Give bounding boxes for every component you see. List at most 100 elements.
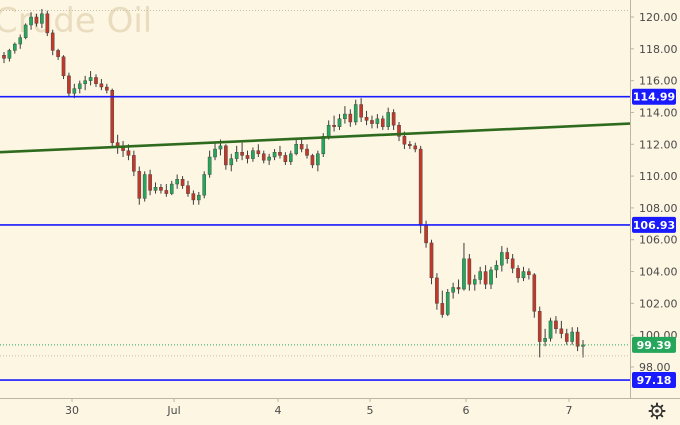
- candle[interactable]: [364, 110, 369, 126]
- candle[interactable]: [45, 10, 50, 37]
- candle[interactable]: [456, 279, 461, 294]
- candle[interactable]: [337, 114, 342, 130]
- candle[interactable]: [169, 180, 174, 196]
- candle[interactable]: [34, 13, 39, 27]
- candle[interactable]: [353, 99, 358, 126]
- candle[interactable]: [489, 266, 493, 290]
- candle[interactable]: [510, 254, 515, 274]
- candle[interactable]: [105, 83, 109, 94]
- candle[interactable]: [429, 239, 434, 285]
- candle[interactable]: [516, 265, 520, 283]
- candle[interactable]: [142, 171, 147, 202]
- candle[interactable]: [472, 274, 477, 291]
- candle[interactable]: [40, 9, 44, 29]
- candle[interactable]: [202, 171, 207, 199]
- candle[interactable]: [61, 55, 66, 80]
- candle[interactable]: [348, 109, 353, 127]
- candle[interactable]: [462, 242, 466, 291]
- candle[interactable]: [224, 144, 228, 170]
- candle[interactable]: [88, 71, 93, 86]
- candle[interactable]: [386, 107, 390, 130]
- candle[interactable]: [261, 150, 266, 164]
- candle[interactable]: [191, 190, 196, 205]
- candle[interactable]: [478, 266, 482, 285]
- candles[interactable]: [2, 9, 585, 358]
- candle[interactable]: [370, 115, 374, 129]
- candle[interactable]: [23, 23, 28, 40]
- candle[interactable]: [343, 106, 347, 124]
- candle[interactable]: [505, 247, 510, 264]
- candle[interactable]: [521, 266, 526, 282]
- candle[interactable]: [305, 144, 309, 159]
- candle[interactable]: [13, 42, 17, 54]
- candle[interactable]: [234, 145, 239, 162]
- candle[interactable]: [570, 327, 574, 345]
- candle[interactable]: [435, 273, 439, 310]
- candle[interactable]: [294, 139, 299, 156]
- candle[interactable]: [559, 320, 564, 339]
- candle[interactable]: [148, 169, 152, 196]
- candle[interactable]: [207, 150, 212, 178]
- candle[interactable]: [137, 166, 142, 205]
- candle[interactable]: [494, 260, 499, 278]
- time-axis[interactable]: 30 Jul 4 5 6 7: [65, 398, 573, 417]
- candle[interactable]: [132, 150, 136, 177]
- candle[interactable]: [500, 246, 504, 272]
- candle[interactable]: [67, 72, 71, 97]
- candle[interactable]: [375, 114, 380, 129]
- candle[interactable]: [283, 152, 288, 165]
- candle[interactable]: [153, 182, 158, 194]
- candle[interactable]: [99, 79, 104, 91]
- candle[interactable]: [467, 254, 472, 291]
- gear-icon[interactable]: [648, 402, 666, 420]
- candle[interactable]: [29, 12, 33, 30]
- trend-line[interactable]: [0, 122, 631, 154]
- candle[interactable]: [527, 268, 531, 280]
- candle[interactable]: [380, 115, 385, 130]
- candle[interactable]: [272, 149, 277, 161]
- candle[interactable]: [251, 147, 255, 162]
- candle[interactable]: [299, 137, 304, 153]
- candle[interactable]: [2, 52, 6, 64]
- candle[interactable]: [18, 34, 23, 49]
- candle[interactable]: [213, 142, 217, 161]
- candle[interactable]: [180, 176, 185, 189]
- candle[interactable]: [83, 75, 87, 91]
- candle[interactable]: [288, 150, 293, 165]
- candle[interactable]: [564, 328, 569, 345]
- candle[interactable]: [229, 153, 234, 172]
- candle[interactable]: [440, 290, 445, 318]
- candle[interactable]: [159, 184, 163, 194]
- candle[interactable]: [310, 153, 315, 169]
- candle[interactable]: [186, 180, 190, 197]
- candle[interactable]: [483, 265, 488, 290]
- candle[interactable]: [110, 88, 115, 148]
- candle[interactable]: [94, 74, 98, 87]
- candle[interactable]: [175, 174, 179, 189]
- candle[interactable]: [548, 317, 553, 342]
- candle[interactable]: [197, 192, 201, 205]
- candle[interactable]: [554, 316, 558, 334]
- candle[interactable]: [7, 48, 12, 62]
- candle[interactable]: [391, 109, 396, 130]
- candle[interactable]: [575, 327, 580, 352]
- candle[interactable]: [359, 98, 363, 122]
- candle[interactable]: [56, 48, 60, 60]
- candle[interactable]: [397, 122, 401, 142]
- candle[interactable]: [445, 289, 450, 317]
- candle[interactable]: [418, 145, 423, 234]
- candle[interactable]: [72, 83, 77, 99]
- candle[interactable]: [267, 153, 271, 165]
- candle[interactable]: [278, 145, 282, 159]
- candle[interactable]: [537, 306, 542, 358]
- price-axis[interactable]: 120.00 118.00 116.00 114.00 112.00 110.00 108.…: [630, 11, 678, 374]
- candle[interactable]: [543, 328, 547, 347]
- candle[interactable]: [164, 184, 169, 197]
- candle[interactable]: [408, 141, 412, 150]
- candle[interactable]: [77, 80, 82, 94]
- candle[interactable]: [240, 142, 244, 161]
- candle[interactable]: [413, 142, 418, 153]
- candle[interactable]: [245, 150, 250, 164]
- candle[interactable]: [532, 273, 537, 318]
